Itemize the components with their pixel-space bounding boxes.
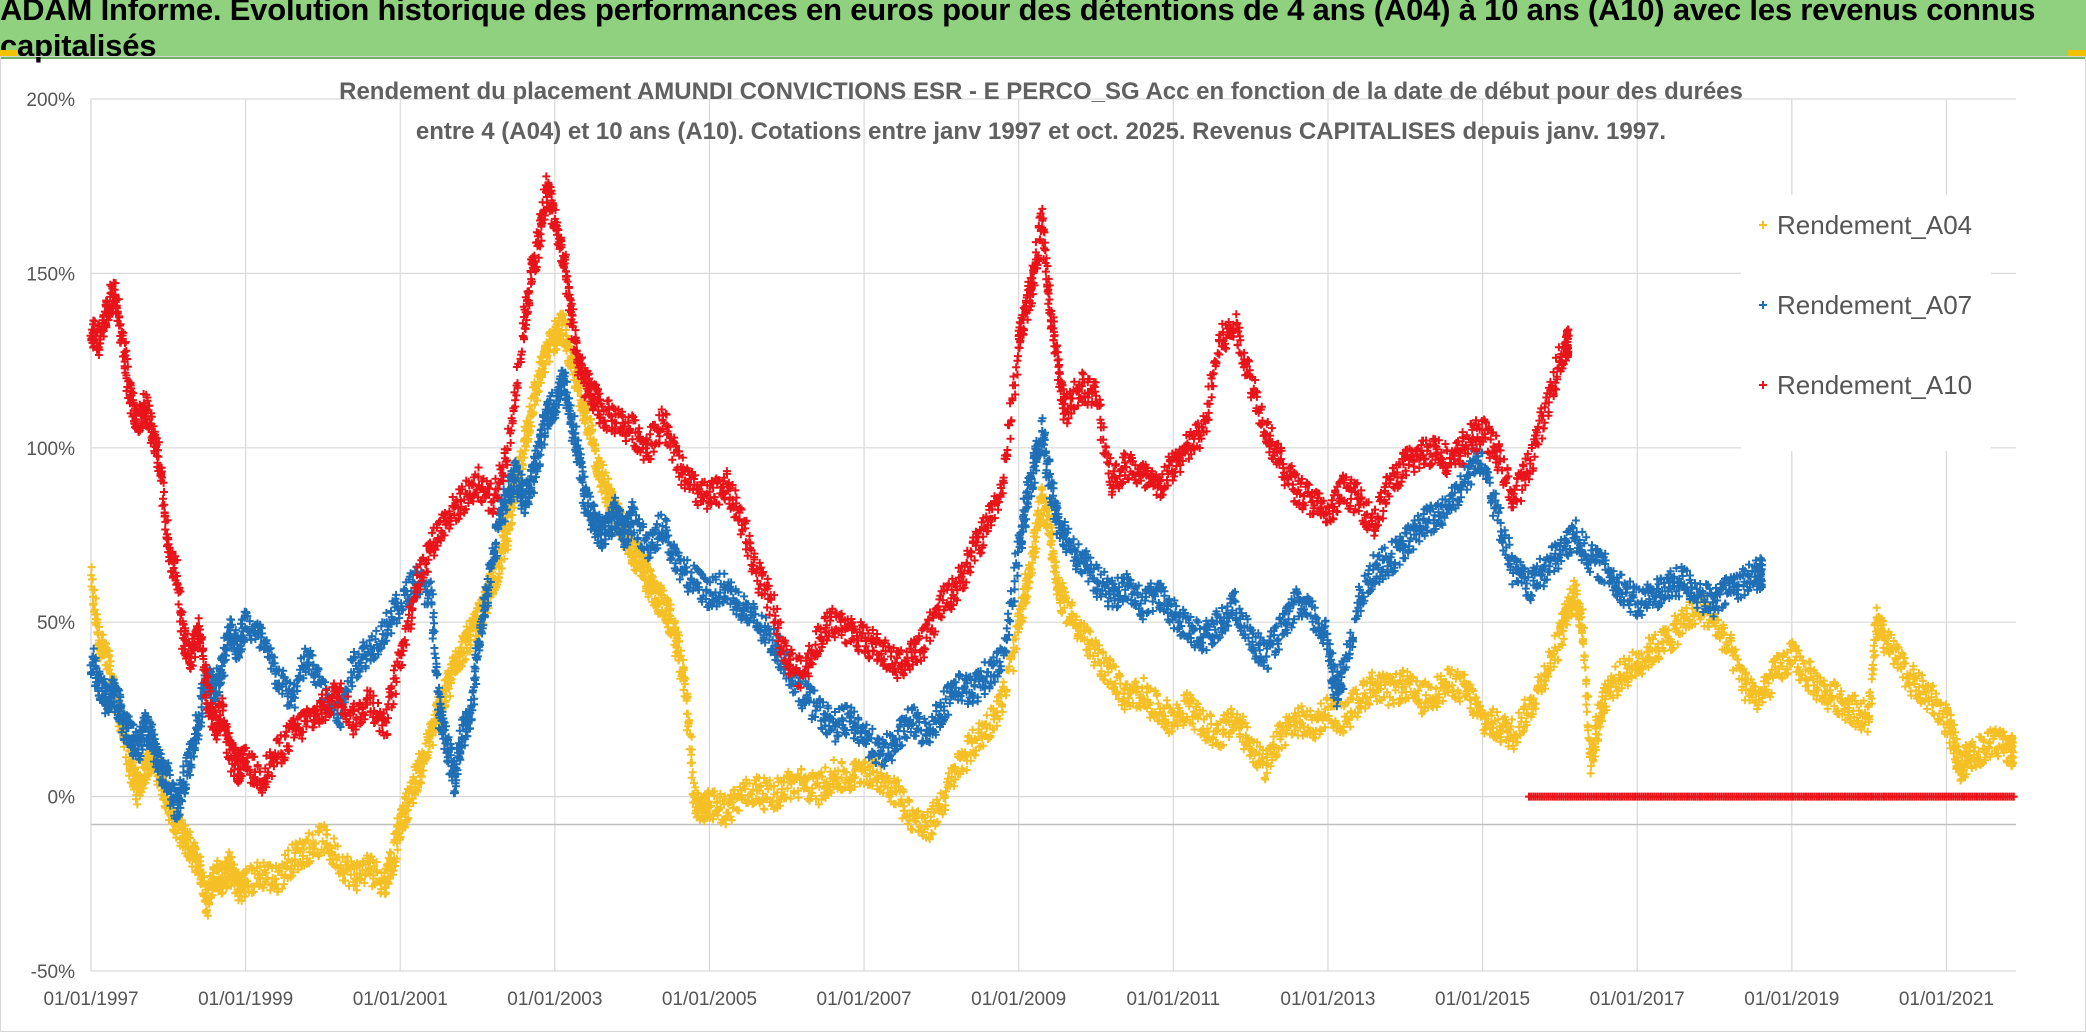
- x-tick-label-5: 01/01/2007: [817, 989, 912, 1010]
- marker: [329, 834, 338, 843]
- marker: [837, 759, 846, 768]
- y-tick-label-3: 100%: [26, 439, 75, 460]
- marker: [105, 652, 114, 661]
- marker: [1139, 674, 1148, 682]
- marker: [1923, 705, 1932, 713]
- marker: [1316, 699, 1325, 708]
- x-tick-label-11: 01/01/2019: [1744, 989, 1839, 1010]
- marker: [999, 678, 1008, 687]
- marker: [1928, 709, 1937, 718]
- marker: [132, 795, 140, 804]
- marker: [446, 692, 455, 701]
- marker: [998, 707, 1007, 716]
- chart-frame: -50% 0% 50% 100% 150% 200% 01/01/1997 01/01/199…: [0, 56, 2086, 1032]
- chart-svg: -50% 0% 50% 100% 150% 200% 01/01/1997 01/01/199…: [26, 78, 2018, 1010]
- marker: [760, 805, 769, 814]
- x-tick-label-12: 01/01/2021: [1899, 989, 1994, 1010]
- series-layer: [86, 172, 2018, 920]
- x-tick-label-9: 01/01/2015: [1435, 989, 1530, 1010]
- marker: [137, 788, 146, 797]
- marker: [191, 844, 200, 853]
- marker: [129, 758, 138, 767]
- marker: [821, 763, 830, 772]
- y-tick-label-5: 200%: [26, 90, 75, 111]
- series-rendement-a04: [87, 309, 2018, 920]
- x-tick-label-4: 01/01/2005: [662, 989, 757, 1010]
- marker: [101, 638, 110, 647]
- series-rendement-a07: [86, 366, 1766, 823]
- marker: [1586, 769, 1595, 778]
- marker: [133, 800, 142, 809]
- marker: [106, 657, 115, 666]
- marker: [89, 600, 98, 609]
- x-tick-label-6: 01/01/2009: [971, 989, 1066, 1010]
- x-tick-label-2: 01/01/2001: [353, 989, 448, 1010]
- x-tick-label-3: 01/01/2003: [507, 989, 602, 1010]
- marker: [1582, 675, 1591, 684]
- marker: [687, 750, 696, 759]
- x-tick-label-8: 01/01/2013: [1280, 989, 1375, 1010]
- marker: [95, 623, 104, 631]
- marker: [196, 861, 205, 870]
- marker: [88, 575, 97, 584]
- marker: [1583, 707, 1591, 716]
- banner-corner-right: [2068, 50, 2086, 56]
- marker: [200, 873, 208, 882]
- marker: [90, 586, 99, 595]
- marker: [181, 821, 189, 830]
- marker: [1869, 646, 1878, 655]
- marker: [87, 571, 96, 580]
- marker: [905, 797, 914, 806]
- y-tick-label-1: 0%: [48, 788, 76, 809]
- marker: [185, 827, 194, 836]
- marker: [93, 615, 102, 624]
- y-tick-label-2: 50%: [37, 613, 75, 634]
- x-tick-label-1: 01/01/1999: [198, 989, 293, 1010]
- axis-ticks: -50% 0% 50% 100% 150% 200% 01/01/1997 01/01/199…: [26, 90, 1994, 1010]
- y-tick-label-4: 150%: [26, 264, 75, 285]
- marker: [688, 768, 697, 777]
- marker: [829, 756, 838, 764]
- marker: [1869, 665, 1878, 674]
- marker: [131, 763, 140, 772]
- x-tick-label-10: 01/01/2017: [1590, 989, 1685, 1010]
- marker: [1872, 603, 1881, 612]
- marker: [687, 758, 696, 767]
- x-tick-label-0: 01/01/1997: [43, 989, 138, 1010]
- marker: [1206, 712, 1215, 720]
- y-tick-label-0: -50%: [31, 962, 75, 983]
- marker: [1582, 700, 1591, 709]
- marker: [1009, 666, 1018, 675]
- marker: [87, 563, 96, 572]
- marker: [1384, 701, 1393, 710]
- marker: [794, 793, 803, 802]
- grid-lines: [90, 98, 2016, 972]
- marker: [121, 753, 130, 762]
- marker: [1581, 663, 1590, 672]
- x-tick-label-7: 01/01/2011: [1126, 989, 1220, 1010]
- marker: [98, 630, 107, 639]
- marker: [91, 594, 100, 603]
- banner-corner-left: [0, 50, 18, 56]
- marker: [279, 880, 288, 889]
- marker: [1611, 662, 1620, 671]
- report-banner: ADAM Informe. Evolution historique des p…: [0, 0, 2086, 63]
- report-banner-title: ADAM Informe. Evolution historique des p…: [0, 0, 2036, 63]
